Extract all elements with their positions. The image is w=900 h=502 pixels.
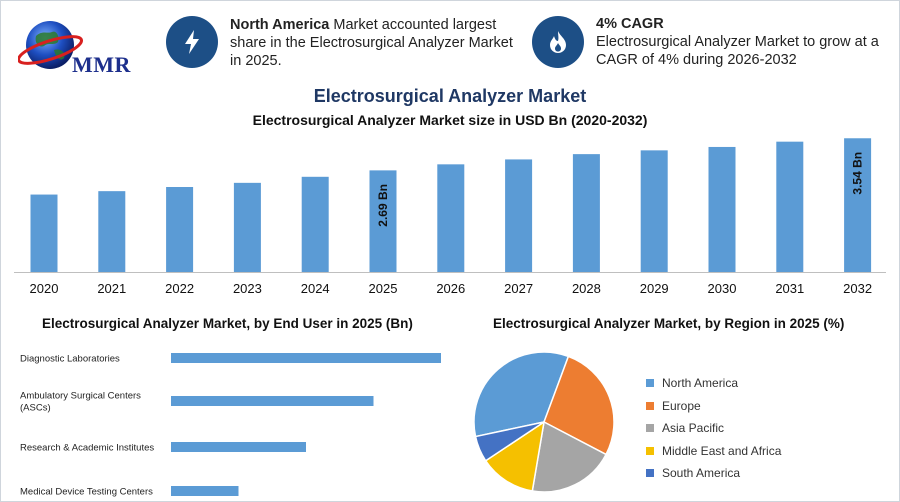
end-user-bar <box>171 442 306 452</box>
end-user-bar <box>171 353 441 363</box>
x-tick-label: 2027 <box>504 281 533 296</box>
logo: MMR <box>16 12 138 78</box>
end-user-label: Research & Academic Institutes <box>20 443 154 454</box>
legend-item: Middle East and Africa <box>646 440 781 463</box>
bar-2026 <box>437 164 465 272</box>
end-user-label: (ASCs) <box>20 403 51 414</box>
legend-swatch <box>646 424 654 433</box>
info-right-text: 4% CAGR Electrosurgical Analyzer Market … <box>596 15 886 69</box>
end-user-bar <box>171 486 239 496</box>
legend-label: Middle East and Africa <box>662 443 782 458</box>
end-user-bar-chart: Diagnostic Laboratories Ambulatory Surgic… <box>20 353 441 498</box>
info-left-body: Market accounted largest share in the El… <box>230 17 513 69</box>
lightning-icon <box>185 30 199 54</box>
legend-item: North America <box>646 372 781 395</box>
legend-swatch <box>646 401 654 410</box>
x-tick-label: 2032 <box>843 281 872 296</box>
bar-2020 <box>30 194 58 272</box>
market-size-bar-chart: 2020 2021 2022 2023 2024 2025 2.69 Bn 2026 2027 2… <box>14 138 886 296</box>
pie-slice-south-america <box>474 421 545 462</box>
x-tick-label: 2024 <box>301 281 330 296</box>
legend-swatch <box>646 469 654 478</box>
bar-2029 <box>640 150 668 272</box>
bar-data-label: 2.69 Bn <box>376 184 390 227</box>
x-tick-label: 2020 <box>30 281 59 296</box>
flame-icon <box>550 31 566 53</box>
lightning-badge <box>166 16 218 68</box>
pie-slice-middle-east-and-africa <box>484 420 546 492</box>
chart-subtitle: Electrosurgical Analyzer Market size in … <box>252 112 648 128</box>
x-tick-label: 2029 <box>640 281 669 296</box>
legend-label: North America <box>662 376 739 391</box>
x-tick-label: 2028 <box>572 281 601 296</box>
bar-2021 <box>98 191 126 272</box>
bar-2023 <box>233 182 261 272</box>
x-tick-label: 2021 <box>97 281 126 296</box>
pie-slice-asia-pacific <box>531 420 608 493</box>
globe-icon <box>16 21 84 69</box>
legend-item: Asia Pacific <box>646 417 781 440</box>
x-tick-label: 2022 <box>165 281 194 296</box>
pie-slice-north-america <box>473 351 570 438</box>
bar-data-label: 3.54 Bn <box>851 152 865 195</box>
end-user-label: Ambulatory Surgical Centers <box>20 391 141 402</box>
x-tick-label: 2025 <box>369 281 398 296</box>
bar-2022 <box>166 187 194 272</box>
legend-label: Europe <box>662 398 701 413</box>
legend-label: South America <box>662 466 741 481</box>
region-pie-chart <box>473 351 615 493</box>
bar-2024 <box>301 176 329 272</box>
bar-2030 <box>708 146 736 272</box>
end-user-title: Electrosurgical Analyzer Market, by End … <box>42 316 413 331</box>
bar-2025 <box>369 170 397 272</box>
legend-item: South America <box>646 462 781 485</box>
end-user-label: Medical Device Testing Centers <box>20 487 153 498</box>
x-tick-label: 2030 <box>708 281 737 296</box>
pie-legend: North America Europe Asia Pacific Middle Ea… <box>646 372 781 485</box>
x-tick-label: 2031 <box>775 281 804 296</box>
bar-2027 <box>505 159 533 272</box>
end-user-label: Diagnostic Laboratories <box>20 354 120 365</box>
legend-swatch <box>646 446 654 455</box>
x-tick-label: 2023 <box>233 281 262 296</box>
main-title: Electrosurgical Analyzer Market <box>313 86 587 106</box>
region-title: Electrosurgical Analyzer Market, by Regi… <box>493 316 845 331</box>
info-left-text: North America Market accounted largest s… <box>230 16 520 70</box>
info-right-body: Electrosurgical Analyzer Market to grow … <box>596 34 879 68</box>
x-tick-label: 2026 <box>436 281 465 296</box>
bar-2028 <box>572 154 600 272</box>
info-left-highlight: North America <box>230 17 330 33</box>
bar-2032 <box>844 138 872 272</box>
info-right-title: 4% CAGR <box>596 16 664 32</box>
logo-text: MMR <box>72 52 131 77</box>
legend-swatch <box>646 379 654 388</box>
bar-2031 <box>776 141 804 272</box>
pie-slice-europe <box>543 355 615 456</box>
legend-label: Asia Pacific <box>662 421 725 436</box>
legend-item: Europe <box>646 395 781 418</box>
flame-badge <box>532 16 584 68</box>
end-user-bar <box>171 396 374 406</box>
